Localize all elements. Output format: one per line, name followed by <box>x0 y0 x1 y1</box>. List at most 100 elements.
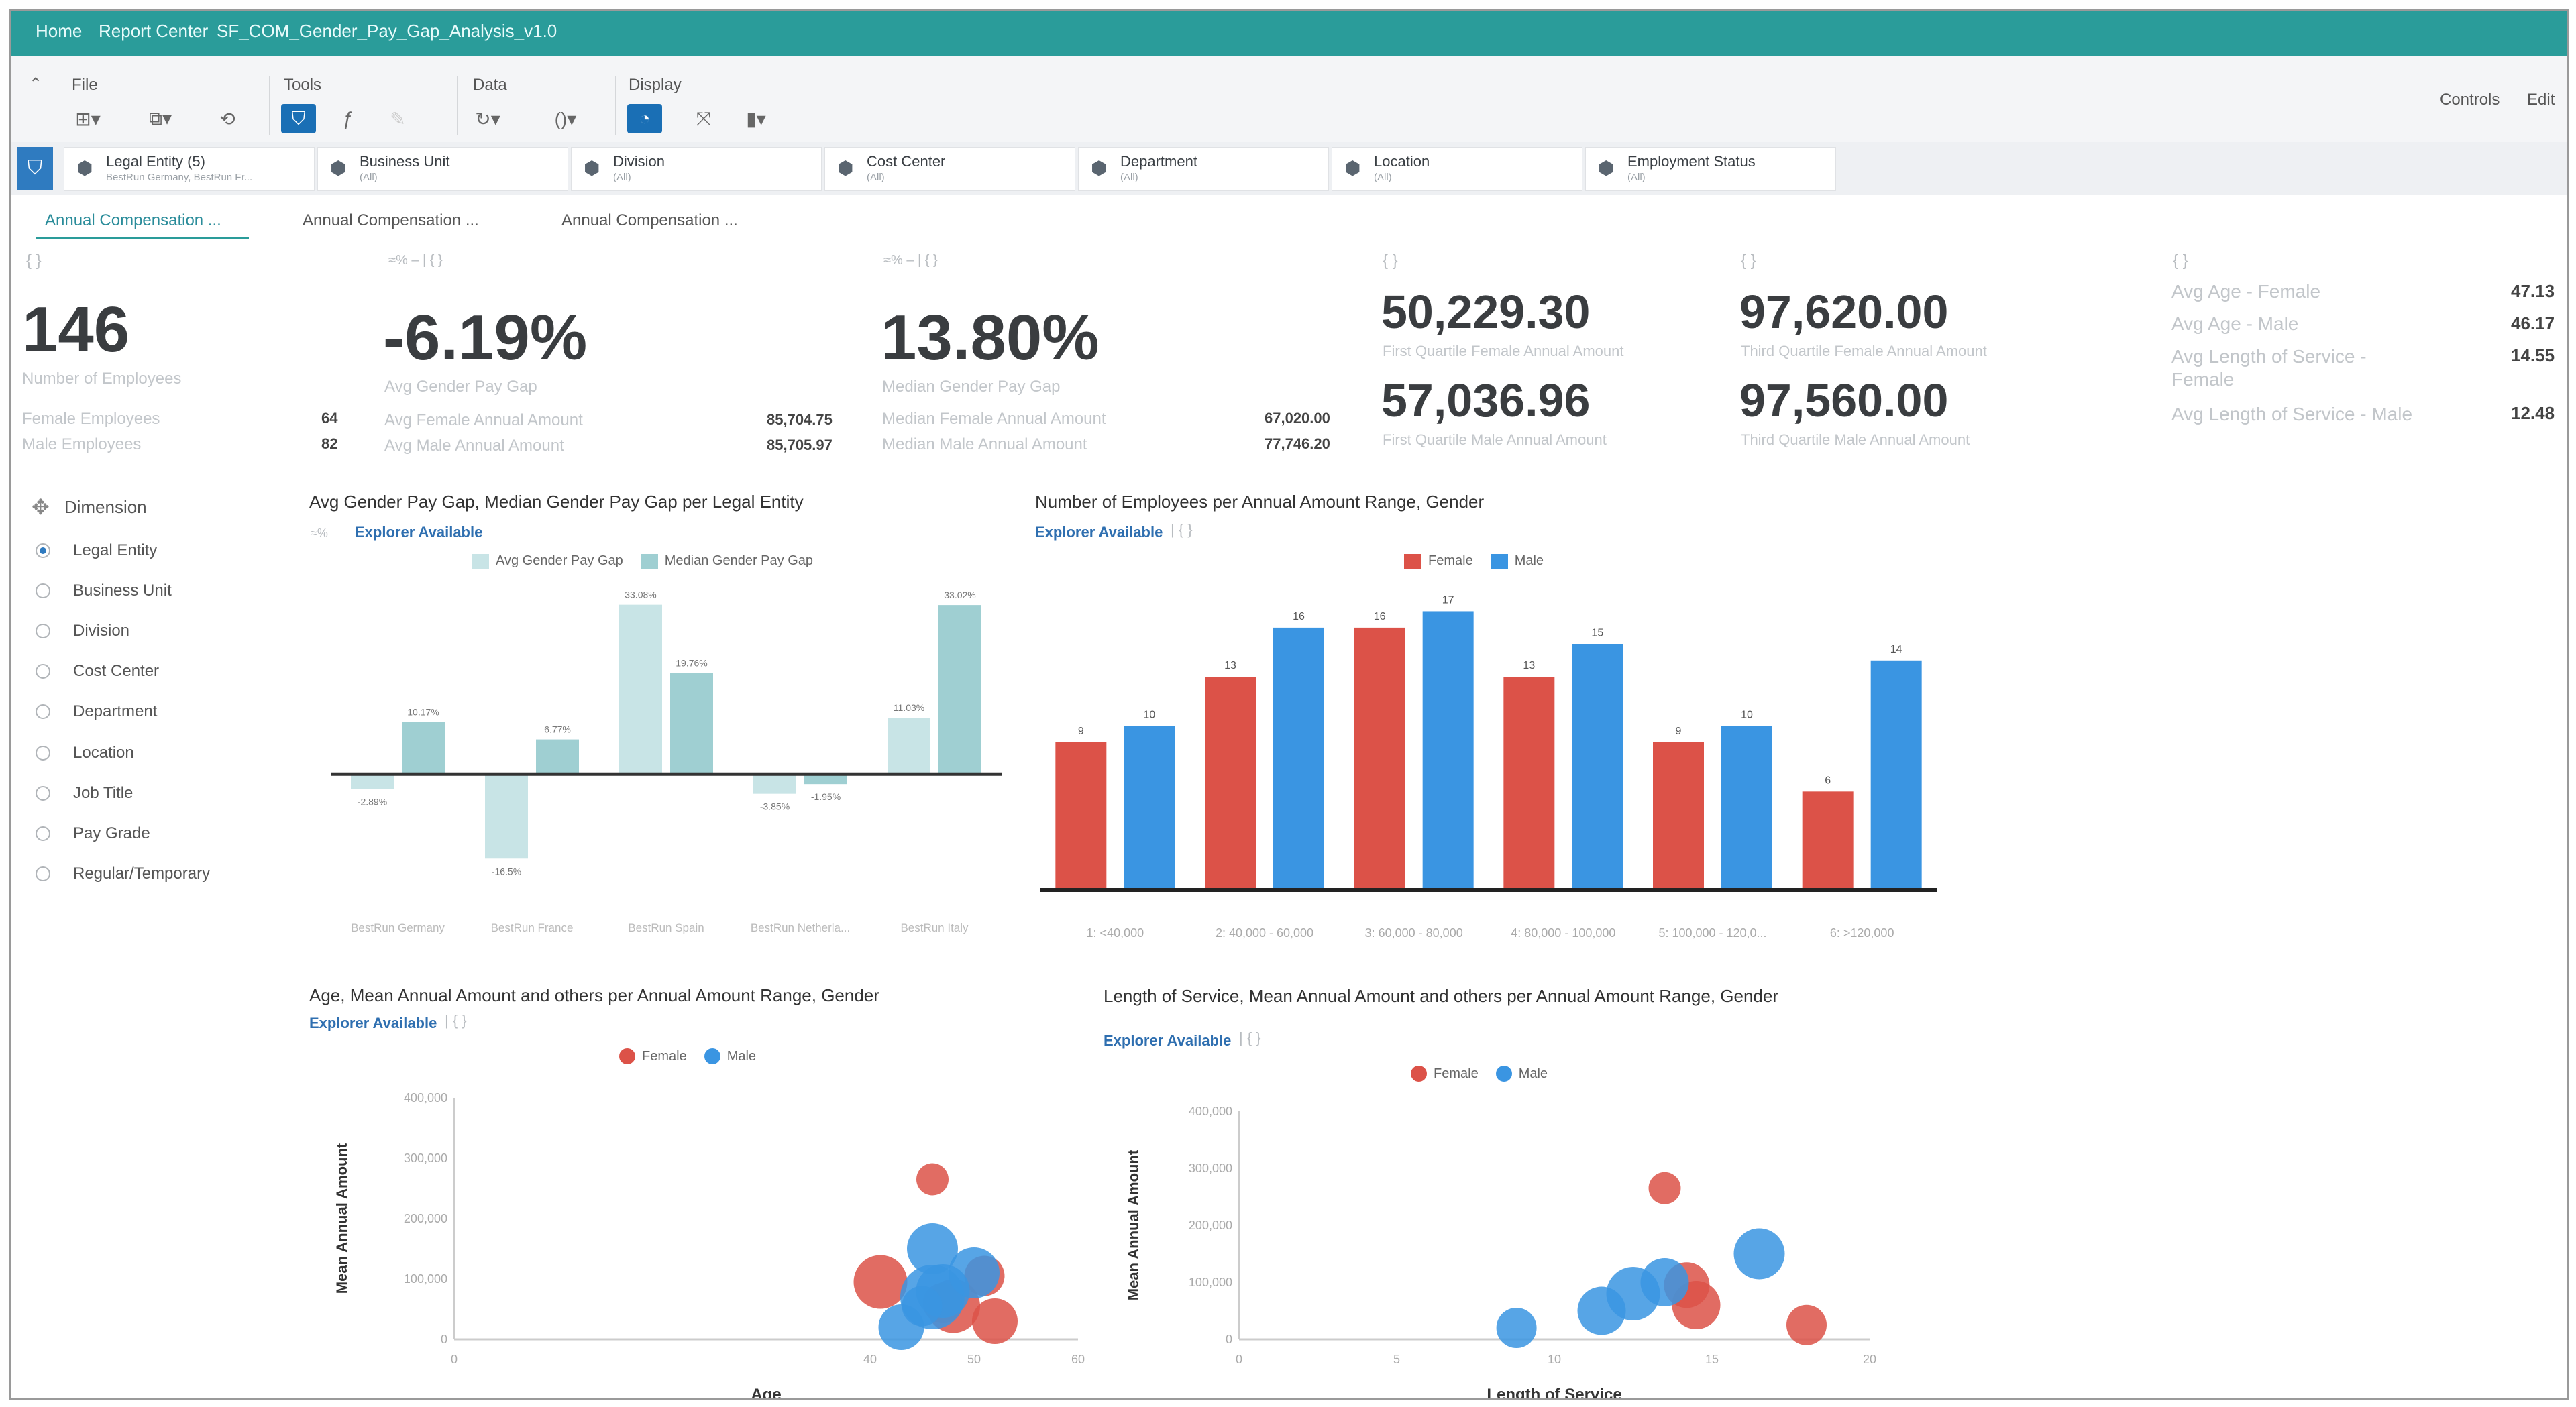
kpi-q1-female-value: 50,229.30 <box>1381 286 1591 338</box>
cube-icon: ⬢ <box>837 158 854 178</box>
bar-median-gender-pay-gap <box>536 739 579 775</box>
dimension-option-business-unit[interactable]: Business Unit <box>36 581 172 600</box>
edit-icon: ✎ <box>390 108 406 129</box>
filter-business-unit[interactable]: ⬢ Business Unit (All) <box>317 147 568 191</box>
chart4-explorer-link[interactable]: Explorer Available <box>1104 1032 1232 1049</box>
story-title: SF_COM_Gender_Pay_Gap_Analysis_v1.0 <box>217 21 557 41</box>
scatter-point-female <box>1786 1304 1827 1345</box>
filter-department[interactable]: ⬢ Department (All) <box>1078 147 1329 191</box>
category-label: 1: <40,000 <box>1087 926 1144 940</box>
bookmark-icon[interactable]: ▮▾ <box>746 108 766 129</box>
data-label: 11.03% <box>894 702 924 713</box>
radio[interactable] <box>36 624 50 638</box>
category-label: 6: >120,000 <box>1830 926 1894 940</box>
scatter-point-female <box>972 1298 1018 1344</box>
controls-button[interactable]: Controls <box>2440 91 2500 109</box>
chart3-explorer-link[interactable]: Explorer Available <box>309 1015 437 1031</box>
formula-icon[interactable]: ƒ <box>343 108 354 129</box>
category-label: BestRun Spain <box>628 921 704 934</box>
stat-value: 47.13 <box>2511 281 2555 301</box>
chart1-title: Avg Gender Pay Gap, Median Gender Pay Ga… <box>309 492 804 512</box>
fullscreen-icon[interactable]: ⤧ <box>696 107 712 129</box>
bar-avg-gender-pay-gap <box>888 718 930 775</box>
legend-label: Female <box>1434 1066 1479 1081</box>
dimension-option-location[interactable]: Location <box>36 744 134 763</box>
refresh-icon[interactable]: ↻▾ <box>475 108 500 129</box>
data-options-icon[interactable]: ()▾ <box>554 108 577 129</box>
cube-icon: ⬢ <box>584 158 600 178</box>
radio[interactable] <box>36 746 50 761</box>
filter-label: Business Unit <box>360 153 450 170</box>
filter-label: Division <box>613 153 665 170</box>
radio[interactable] <box>36 866 50 881</box>
radio[interactable] <box>36 704 50 719</box>
y-tick-label: 0 <box>1226 1333 1232 1346</box>
data-label: -16.5% <box>492 866 521 877</box>
dimension-option-legal-entity[interactable]: Legal Entity <box>36 541 157 560</box>
data-label: 19.76% <box>676 657 707 668</box>
bar-median-gender-pay-gap <box>938 605 981 775</box>
dimension-option-regular-temporary[interactable]: Regular/Temporary <box>36 864 210 883</box>
x-tick-label: 60 <box>1071 1353 1085 1366</box>
data-label: 33.02% <box>944 589 975 600</box>
file-group-label: File <box>72 76 98 94</box>
edit-button[interactable]: Edit <box>2527 91 2555 109</box>
comment-icon[interactable]: ◔ <box>627 104 662 133</box>
radio[interactable] <box>36 583 50 598</box>
option-label: Job Title <box>73 784 133 802</box>
x-tick-label: 15 <box>1705 1353 1719 1366</box>
filter-bar: ⛉ ⬢ Legal Entity (5) BestRun Germany, Be… <box>11 142 2567 195</box>
filter-icon[interactable]: ⛉ <box>281 104 316 133</box>
x-tick-label: 10 <box>1548 1353 1561 1366</box>
radio[interactable] <box>36 664 50 679</box>
bar-male <box>1721 726 1772 890</box>
dimension-option-cost-center[interactable]: Cost Center <box>36 662 159 681</box>
new-menu-icon[interactable]: ⊞▾ <box>75 108 101 129</box>
kpi-median-gap-label: Median Gender Pay Gap <box>882 378 1061 396</box>
collapse-toolbar-icon[interactable]: ⌃ <box>29 75 43 93</box>
filter-value: (All) <box>613 172 631 183</box>
filter-label: Department <box>1120 153 1197 170</box>
filter-division[interactable]: ⬢ Division (All) <box>571 147 822 191</box>
chart-menu-icon[interactable]: ≈% <box>311 526 328 540</box>
app-frame: Home Report Center SF_COM_Gender_Pay_Gap… <box>9 9 2569 1400</box>
chart-options-icon[interactable]: | { } <box>1239 1029 1261 1046</box>
stat-label: Avg Length of Service - Female <box>2171 346 2367 390</box>
filter-employment-status[interactable]: ⬢ Employment Status (All) <box>1585 147 1836 191</box>
legend-label: Female <box>642 1048 687 1064</box>
chart-options-icon[interactable]: | { } <box>445 1012 467 1029</box>
radio[interactable] <box>36 786 50 801</box>
home-link[interactable]: Home <box>36 21 83 41</box>
save-menu-icon[interactable]: ⧉▾ <box>148 108 172 129</box>
scatter-point-female <box>1648 1172 1681 1204</box>
tab-annual-compensation-3[interactable]: Annual Compensation ... <box>561 211 738 229</box>
option-label: Cost Center <box>73 662 160 680</box>
filter-label: Cost Center <box>867 153 946 170</box>
dimension-option-job-title[interactable]: Job Title <box>36 784 133 803</box>
median-male-amount-value: 77,746.20 <box>1265 435 1330 452</box>
filter-toggle-icon[interactable]: ⛉ <box>17 147 53 190</box>
dimension-option-division[interactable]: Division <box>36 622 129 640</box>
filter-location[interactable]: ⬢ Location (All) <box>1332 147 1582 191</box>
radio[interactable] <box>36 826 50 841</box>
category-label: 4: 80,000 - 100,000 <box>1511 926 1615 940</box>
chart-options-icon[interactable]: | { } <box>1171 521 1193 538</box>
tab-annual-compensation-2[interactable]: Annual Compensation ... <box>303 211 479 229</box>
filter-cost-center[interactable]: ⬢ Cost Center (All) <box>824 147 1075 191</box>
tab-annual-compensation-1[interactable]: Annual Compensation ... <box>45 211 221 229</box>
bar-male <box>1124 726 1175 890</box>
filter-legal-entity[interactable]: ⬢ Legal Entity (5) BestRun Germany, Best… <box>64 147 315 191</box>
chart2-explorer-link[interactable]: Explorer Available <box>1035 524 1163 541</box>
x-tick-label: 5 <box>1393 1353 1400 1366</box>
category-label: BestRun Netherla... <box>751 921 850 934</box>
option-label: Regular/Temporary <box>73 864 211 883</box>
dimension-option-department[interactable]: Department <box>36 702 157 721</box>
report-center-link[interactable]: Report Center <box>99 21 209 41</box>
chart1-explorer-link[interactable]: Explorer Available <box>355 524 483 541</box>
y-axis-title: Mean Annual Amount <box>1125 1149 1142 1300</box>
radio-selected[interactable] <box>36 543 50 558</box>
copy-icon[interactable]: ⟲ <box>219 108 235 129</box>
dimension-option-pay-grade[interactable]: Pay Grade <box>36 824 150 843</box>
active-tab-indicator <box>36 237 249 239</box>
chart3-title: Age, Mean Annual Amount and others per A… <box>309 985 879 1005</box>
